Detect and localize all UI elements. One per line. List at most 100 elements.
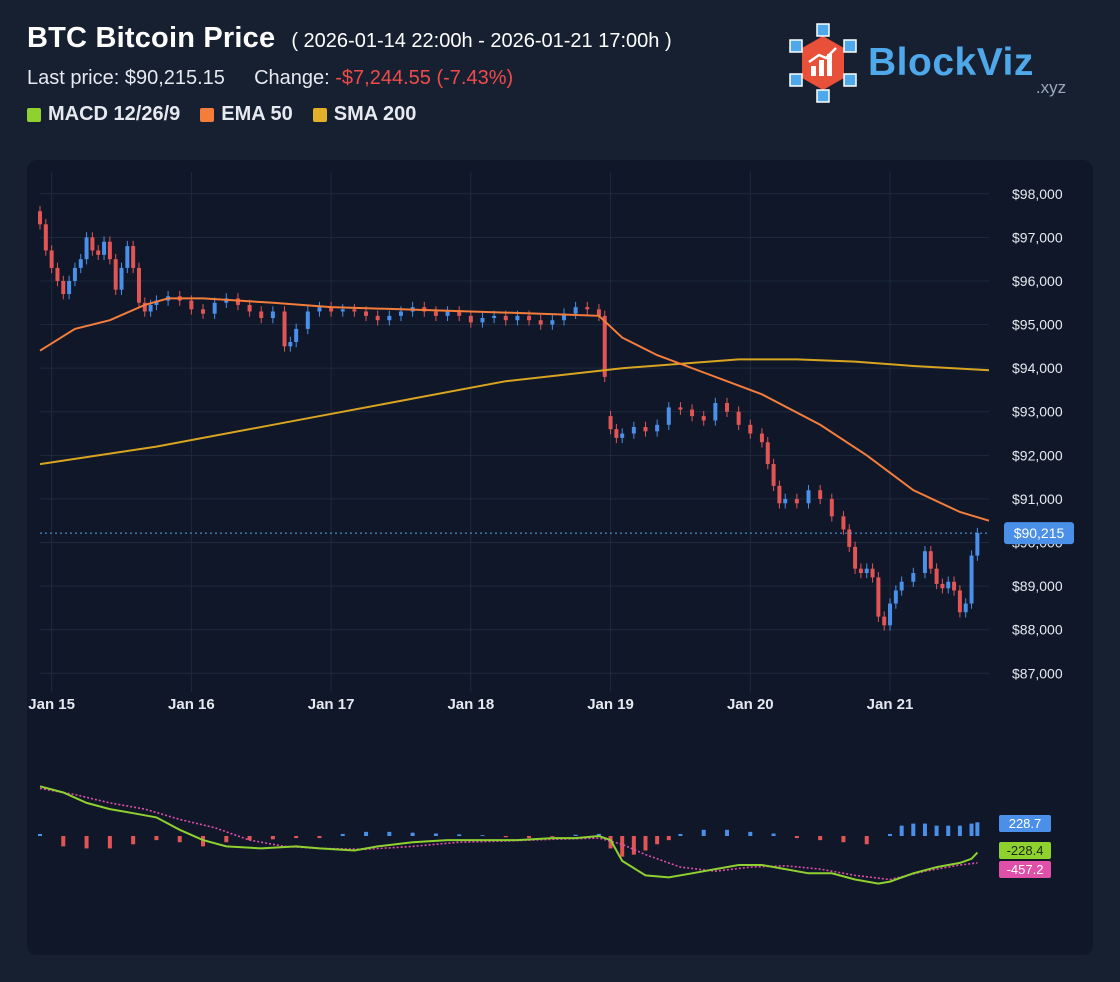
last-price-tag-label: $90,215 xyxy=(1014,525,1065,541)
macd-histogram-bar xyxy=(480,835,485,836)
candle-up xyxy=(713,403,718,421)
macd-histogram-bar xyxy=(387,831,392,836)
candle-down xyxy=(690,409,695,417)
legend-sma[interactable]: SMA 200 xyxy=(312,103,417,126)
candle-down xyxy=(818,490,823,499)
macd-histogram-bar xyxy=(969,823,974,836)
time-tick-label: Jan 16 xyxy=(168,696,215,713)
last-price-value: $90,215.15 xyxy=(124,67,225,89)
candle-down xyxy=(940,583,945,589)
candle-up xyxy=(975,533,980,556)
candle-up xyxy=(480,318,485,323)
candle-up xyxy=(561,313,566,321)
candle-down xyxy=(794,498,799,504)
candle-up xyxy=(340,309,345,312)
legend-ema[interactable]: EMA 50 xyxy=(200,103,293,126)
macd-histogram-bar xyxy=(899,825,904,836)
price-tick-label: $94,000 xyxy=(1012,360,1063,376)
price-chart[interactable]: $98,000 $97,000 $96,000 $95,000 $94,000 $93,0… xyxy=(27,160,1093,955)
candle-up xyxy=(148,304,153,312)
macd-histogram-bar xyxy=(794,836,799,839)
candle-up xyxy=(84,237,89,260)
candle-down xyxy=(725,403,730,412)
candle-up xyxy=(946,581,951,589)
macd-histogram-bar xyxy=(294,836,299,839)
price-tick-label: $89,000 xyxy=(1012,578,1063,594)
macd-histogram-bar xyxy=(666,836,671,841)
macd-histogram-bar xyxy=(201,836,206,847)
candle-down xyxy=(375,315,380,321)
candle-down xyxy=(934,568,939,584)
logo-cube-icon xyxy=(789,23,857,103)
candle-down xyxy=(201,309,206,314)
price-tick-label: $92,000 xyxy=(1012,447,1063,463)
macd-histogram-bar xyxy=(38,833,42,836)
legend-macd-label: MACD 12/26/9 xyxy=(48,103,181,125)
price-tick-label: $91,000 xyxy=(1012,491,1063,507)
logo-brand: BlockViz xyxy=(868,41,1034,84)
candle-up xyxy=(125,246,130,268)
macd-histogram-bar xyxy=(154,836,159,841)
macd-histogram-bar xyxy=(841,836,846,843)
candle-up xyxy=(911,573,916,582)
price-tick-label: $88,000 xyxy=(1012,622,1063,638)
candle-up xyxy=(398,311,403,316)
macd-value-tag xyxy=(999,842,1051,859)
chart-title: BTC Bitcoin Price xyxy=(27,22,276,54)
candle-down xyxy=(61,280,66,295)
macd-histogram-bar xyxy=(818,836,823,841)
legend-macd[interactable]: MACD 12/26/9 xyxy=(27,103,180,126)
macd-histogram-bar xyxy=(888,833,893,836)
candle-up xyxy=(969,555,974,604)
candle-up xyxy=(550,320,555,325)
legend-sma-swatch xyxy=(312,107,327,122)
candle-down xyxy=(131,246,136,268)
sma200-line xyxy=(39,358,990,466)
candle-down xyxy=(113,259,118,290)
price-tick-label: $93,000 xyxy=(1012,404,1063,420)
macd-histogram-bar xyxy=(457,834,462,836)
candle-down xyxy=(585,307,590,310)
macd-histogram-bar xyxy=(131,836,136,845)
candle-up xyxy=(806,490,811,504)
price-tick-label: $97,000 xyxy=(1012,229,1063,245)
price-summary: Last price: $90,215.15 Change: -$7,244.5… xyxy=(27,67,672,90)
macd-value-label: -457.2 xyxy=(1007,862,1044,877)
candle-down xyxy=(43,224,48,251)
candle-up xyxy=(387,315,392,321)
candle-up xyxy=(963,603,968,613)
candle-down xyxy=(614,429,619,438)
time-tick-label: Jan 19 xyxy=(587,696,634,713)
macd-histogram-bar xyxy=(975,822,980,836)
candle-down xyxy=(777,485,782,504)
legend-sma-label: SMA 200 xyxy=(333,103,417,125)
candle-up xyxy=(119,267,124,290)
candle-down xyxy=(527,315,532,321)
candle-up xyxy=(102,241,107,255)
price-tick-label: $95,000 xyxy=(1012,317,1063,333)
time-tick-label: Jan 21 xyxy=(867,696,914,713)
candle-up xyxy=(270,311,275,319)
candle-down xyxy=(678,407,683,410)
candle-up xyxy=(888,603,893,626)
candle-down xyxy=(870,568,875,578)
candle-down xyxy=(748,424,753,434)
candle-down xyxy=(608,416,613,430)
candle-down xyxy=(765,442,770,465)
candle-down xyxy=(602,315,607,377)
ema50-line xyxy=(39,297,990,522)
candle-down xyxy=(829,498,834,517)
macd-histogram-bar xyxy=(527,836,532,839)
time-tick-label: Jan 20 xyxy=(727,696,774,713)
macd-histogram-bar xyxy=(934,825,939,836)
candle-down xyxy=(352,309,357,312)
candle-up xyxy=(445,311,450,316)
candle-up xyxy=(922,551,927,574)
macd-histogram-bar xyxy=(748,831,753,836)
macd-histogram-bar xyxy=(911,823,916,836)
candle-down xyxy=(247,304,252,312)
blockviz-logo[interactable]: BlockViz .xyz xyxy=(786,22,1066,104)
candle-down xyxy=(503,315,508,321)
candle-down xyxy=(538,320,543,325)
candle-up xyxy=(72,267,77,281)
